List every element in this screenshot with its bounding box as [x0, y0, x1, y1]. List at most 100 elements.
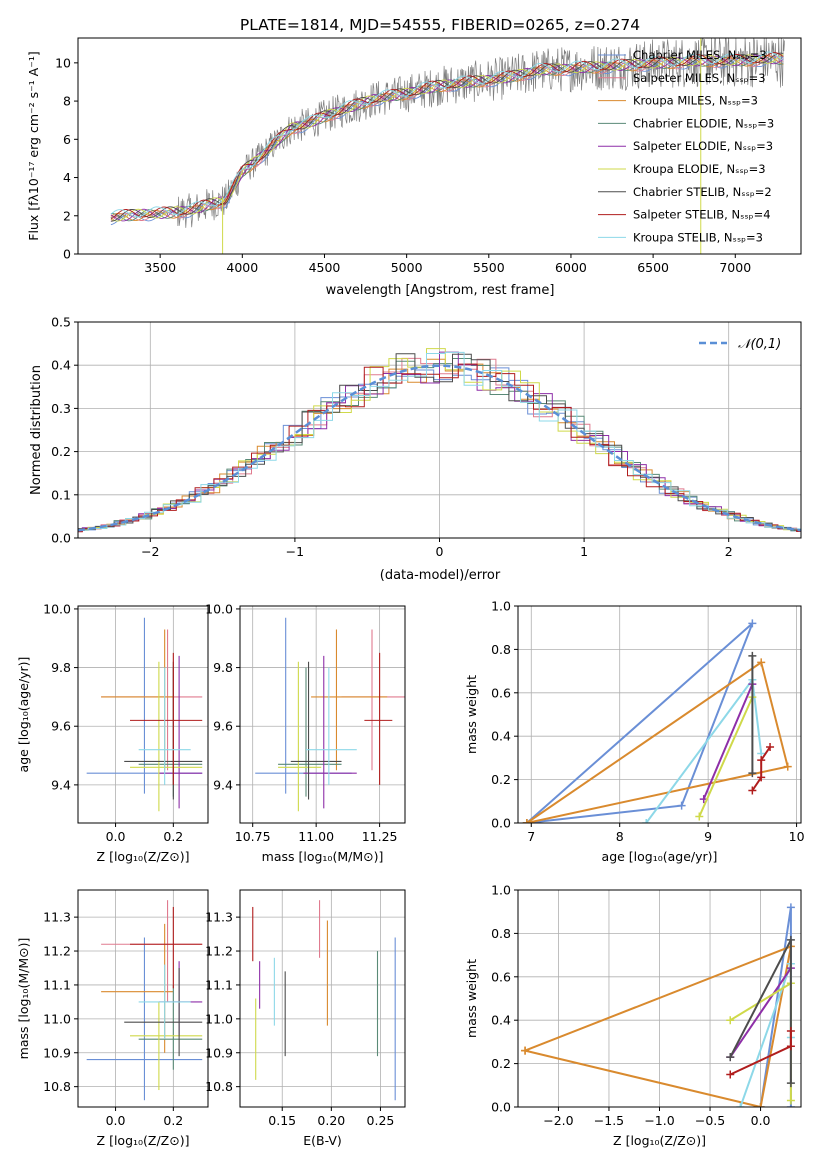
weight-marker [766, 743, 775, 752]
xtick-label: −1.0 [644, 1113, 674, 1128]
xtick-label: 0.2 [163, 829, 183, 844]
ytick-label: 0.2 [491, 1056, 511, 1071]
weight-marker [521, 1046, 530, 1055]
weight-line [526, 622, 754, 823]
ytick-label: 1.0 [491, 883, 511, 898]
xtick-label: 0.0 [106, 829, 126, 844]
xtick-label: −1.5 [594, 1113, 624, 1128]
weight-marker [726, 1053, 735, 1062]
ytick-label: 10.0 [43, 601, 71, 616]
residual-histogram [78, 353, 801, 531]
spectrum-xtick-label: 3500 [144, 260, 176, 275]
ytick-label: 0.8 [491, 926, 511, 941]
ytick-label: 10.8 [43, 1079, 71, 1094]
ytick-label: 1.0 [491, 599, 511, 614]
legend-entry: Kroupa STELIB, Nₛₛₚ=3 [633, 230, 763, 244]
spectrum-axes-frame [77, 37, 802, 255]
weight-marker [695, 812, 704, 821]
legend-entry: Salpeter ELODIE, Nₛₛₚ=3 [633, 139, 773, 153]
x-axis-label: age [log₁₀(age/yr)] [602, 849, 718, 864]
xtick-label: 10.75 [235, 829, 271, 844]
weight-marker [677, 801, 686, 810]
x-axis-label: Z [log₁₀(Z/Z⊙)] [613, 1133, 706, 1148]
ytick-label: 9.6 [51, 719, 71, 734]
y-axis-label: mass weight [464, 675, 479, 754]
plot-area [255, 617, 405, 812]
ytick-label: 0.4 [491, 1013, 511, 1028]
weight-marker [522, 819, 531, 823]
legend-entry: Chabrier MILES, Nₛₛₚ=3 [633, 48, 767, 62]
ytick-label: 9.8 [51, 660, 71, 675]
y-axis-label: age [log₁₀(age/yr)] [16, 657, 31, 773]
xtick-label: 11.00 [298, 829, 334, 844]
spectrum-xtick-label: 5500 [473, 260, 505, 275]
axes-frame [517, 605, 802, 824]
normal-legend-label: 𝒩(0,1) [738, 337, 781, 352]
normal-curve [77, 364, 802, 532]
residuals-xtick-label: −2 [141, 544, 159, 559]
residuals-ytick-label: 0.0 [51, 531, 71, 546]
spectrum-ytick-label: 0 [63, 247, 71, 262]
weight-marker [748, 619, 757, 628]
xtick-label: −0.5 [695, 1113, 725, 1128]
legend-entry: Chabrier ELODIE, Nₛₛₚ=3 [633, 116, 774, 130]
spectrum-xlabel: wavelength [Angstrom, rest frame] [326, 283, 555, 298]
weight-marker [726, 1070, 735, 1079]
plot-area [252, 900, 396, 1101]
xtick-label: 11.25 [362, 829, 398, 844]
residuals-ytick-label: 0.5 [51, 315, 71, 330]
weight-marker [786, 935, 795, 944]
ytick-label: 11.1 [43, 977, 71, 992]
y-axis-label: mass weight [464, 959, 479, 1038]
plot-area [86, 900, 203, 1101]
plot-area [86, 617, 203, 812]
weight-marker [748, 651, 757, 660]
residuals-ytick-label: 0.1 [51, 487, 71, 502]
xtick-label: 9 [704, 829, 712, 844]
residuals-xlabel: (data-model)/error [380, 568, 501, 583]
residuals-xtick-label: 1 [580, 544, 588, 559]
ytick-label: 11.3 [43, 910, 71, 925]
spectrum-ytick-label: 4 [63, 170, 71, 185]
spectrum-ytick-label: 10 [55, 55, 71, 70]
weight-marker [786, 903, 795, 912]
spectrum-xtick-label: 6500 [637, 260, 669, 275]
weight-marker [736, 1103, 745, 1107]
x-axis-label: E(B-V) [303, 1133, 342, 1148]
spectrum-panel: 3500 4000 4500 5000 5500 6000 6500 70000246810 … [26, 37, 802, 298]
spectrum-xtick-label: 4000 [226, 260, 258, 275]
weight-marker [786, 1096, 795, 1105]
ytick-label: 0.4 [491, 729, 511, 744]
legend-entry: Chabrier STELIB, Nₛₛₚ=2 [633, 185, 772, 199]
weight-marker [786, 1027, 795, 1036]
ytick-label: 10.9 [43, 1045, 71, 1060]
ytick-label: 0.8 [491, 642, 511, 657]
spectrum-legend: Chabrier MILES, Nₛₛₚ=3 Salpeter MILES, Nₛ… [598, 48, 774, 244]
legend-entry: Kroupa MILES, Nₛₛₚ=3 [633, 94, 758, 108]
spectrum-ylabel: Flux [fλ10⁻¹⁷ erg cm⁻² s⁻¹ A⁻¹] [26, 51, 41, 240]
residuals-ytick-label: 0.4 [51, 358, 71, 373]
spectrum-xtick-label: 6000 [555, 260, 587, 275]
weight-marker [757, 756, 766, 765]
ytick-label: 10.8 [205, 1079, 233, 1094]
weight-marker [748, 786, 757, 795]
weight-marker [726, 1016, 735, 1025]
x-axis-label: Z [log₁₀(Z/Z⊙)] [97, 849, 190, 864]
residuals-xtick-label: 0 [436, 544, 444, 559]
figure-title: PLATE=1814, MJD=54555, FIBERID=0265, z=0… [240, 16, 640, 34]
residuals-xtick-label: −1 [286, 544, 304, 559]
ytick-label: 11.2 [205, 944, 233, 959]
weight-marker [786, 1042, 795, 1051]
axes-frame [77, 605, 209, 824]
weight-marker [748, 769, 757, 778]
weight-line [526, 660, 789, 823]
xtick-label: 0.25 [367, 1113, 395, 1128]
weight-line [524, 944, 793, 1107]
ytick-label: 10.9 [205, 1045, 233, 1060]
legend-entry: Kroupa ELODIE, Nₛₛₚ=3 [633, 162, 766, 176]
xtick-label: 0.2 [163, 1113, 183, 1128]
ytick-label: 9.6 [213, 719, 233, 734]
residuals-ytick-label: 0.3 [51, 401, 71, 416]
weight-marker [757, 658, 766, 667]
axes-frame [77, 889, 209, 1108]
